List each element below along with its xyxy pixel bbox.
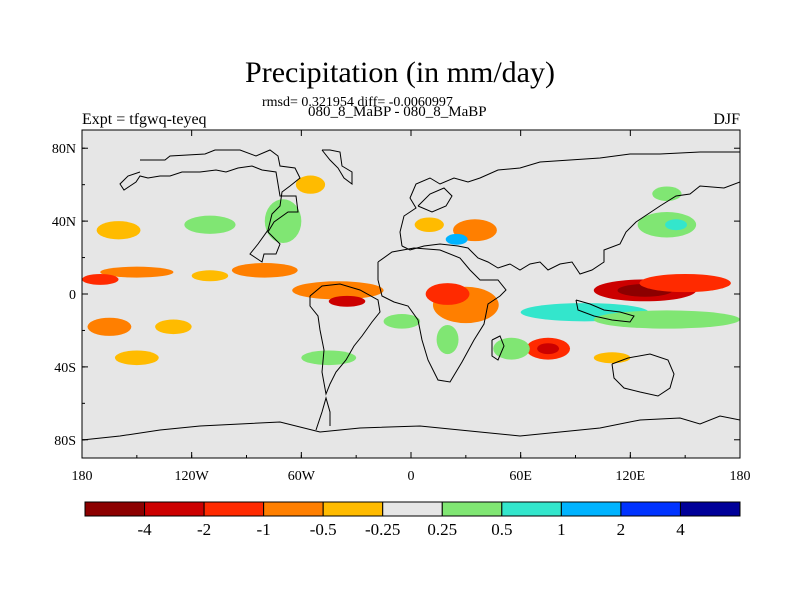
colorbar-label: -0.5 <box>310 520 337 539</box>
y-tick-label: 80S <box>54 434 76 449</box>
anomaly-region <box>292 281 384 300</box>
stats-label: rmsd= 0.321954 diff= -0.0060997 <box>262 95 453 110</box>
anomaly-region <box>295 175 326 194</box>
chart-title: Precipitation (in mm/day) <box>245 56 555 89</box>
anomaly-region <box>155 319 192 335</box>
colorbar-swatch <box>203 501 265 517</box>
anomaly-region <box>87 317 132 336</box>
y-tick-label: 0 <box>69 288 76 303</box>
anomaly-region <box>425 283 470 305</box>
colorbar-label: 2 <box>617 520 626 539</box>
colorbar-label: -4 <box>137 520 152 539</box>
anomaly-region <box>445 233 468 245</box>
anomaly-region <box>436 324 459 355</box>
anomaly-region <box>184 215 236 234</box>
anomaly-region <box>96 221 141 240</box>
coastline-africa <box>377 247 507 383</box>
season-label: DJF <box>713 111 740 128</box>
colorbar-swatch <box>263 501 324 517</box>
anomaly-region <box>114 350 159 366</box>
anomaly-region <box>652 186 682 202</box>
anomaly-region <box>301 350 357 366</box>
x-tick-label: 0 <box>408 469 415 484</box>
colorbar-label: -2 <box>197 520 211 539</box>
experiment-label: Expt = tfgwq-teyeq <box>82 111 207 128</box>
anomaly-region <box>231 263 298 278</box>
colorbar-swatch <box>501 501 562 517</box>
colorbar-swatch <box>322 501 384 517</box>
coastline-eurasia <box>399 151 740 275</box>
anomaly-region <box>639 273 731 293</box>
y-tick-label: 40S <box>54 361 76 376</box>
anomaly-region <box>414 217 444 233</box>
colorbar-swatch <box>84 501 146 517</box>
anomaly-region <box>383 314 421 329</box>
anomaly-region <box>665 219 687 231</box>
anomaly-region <box>328 295 366 307</box>
coastline-antarctica <box>82 415 740 441</box>
x-tick-label: 180 <box>72 469 93 484</box>
coastline-greenland <box>321 149 353 185</box>
anomaly-region <box>264 199 302 243</box>
coastline-south-america <box>309 283 381 396</box>
coastline-australia <box>611 353 675 397</box>
anomaly-region <box>493 337 530 360</box>
colorbar-label: 4 <box>676 520 685 539</box>
colorbar-label: 1 <box>557 520 566 539</box>
colorbar-label: -1 <box>257 520 271 539</box>
x-tick-label: 180 <box>730 469 751 484</box>
x-tick-label: 120E <box>616 469 646 484</box>
coastline-indonesia <box>575 299 635 323</box>
colorbar-swatch <box>560 501 622 517</box>
colorbar-swatch <box>620 501 681 517</box>
colorbar-label: -0.25 <box>365 520 400 539</box>
colorbar-label: 0.5 <box>491 520 512 539</box>
case-label: 080_8_MaBP - 080_8_MaBP <box>308 104 487 120</box>
anomaly-region <box>82 273 119 285</box>
colorbar-swatch <box>144 501 205 517</box>
anomaly-region <box>593 352 631 364</box>
coastline-madagascar <box>491 335 505 361</box>
anomaly-region <box>100 266 174 278</box>
x-tick-label: 60W <box>288 469 316 484</box>
colorbar-swatch <box>441 501 503 517</box>
colorbar-swatch <box>679 501 741 517</box>
x-tick-label: 120W <box>175 469 210 484</box>
anomaly-region <box>537 343 560 355</box>
colorbar-swatch <box>382 501 443 517</box>
coastline-antarctic-peninsula <box>315 396 331 431</box>
anomaly-region <box>593 310 740 329</box>
coastline-scandinavia <box>417 187 453 213</box>
y-tick-label: 40N <box>52 215 76 230</box>
coastline-north-america <box>119 149 301 263</box>
colorbar-label: 0.25 <box>427 520 457 539</box>
y-tick-label: 80N <box>52 142 76 157</box>
anomaly-region <box>191 270 229 282</box>
x-tick-label: 60E <box>509 469 532 484</box>
